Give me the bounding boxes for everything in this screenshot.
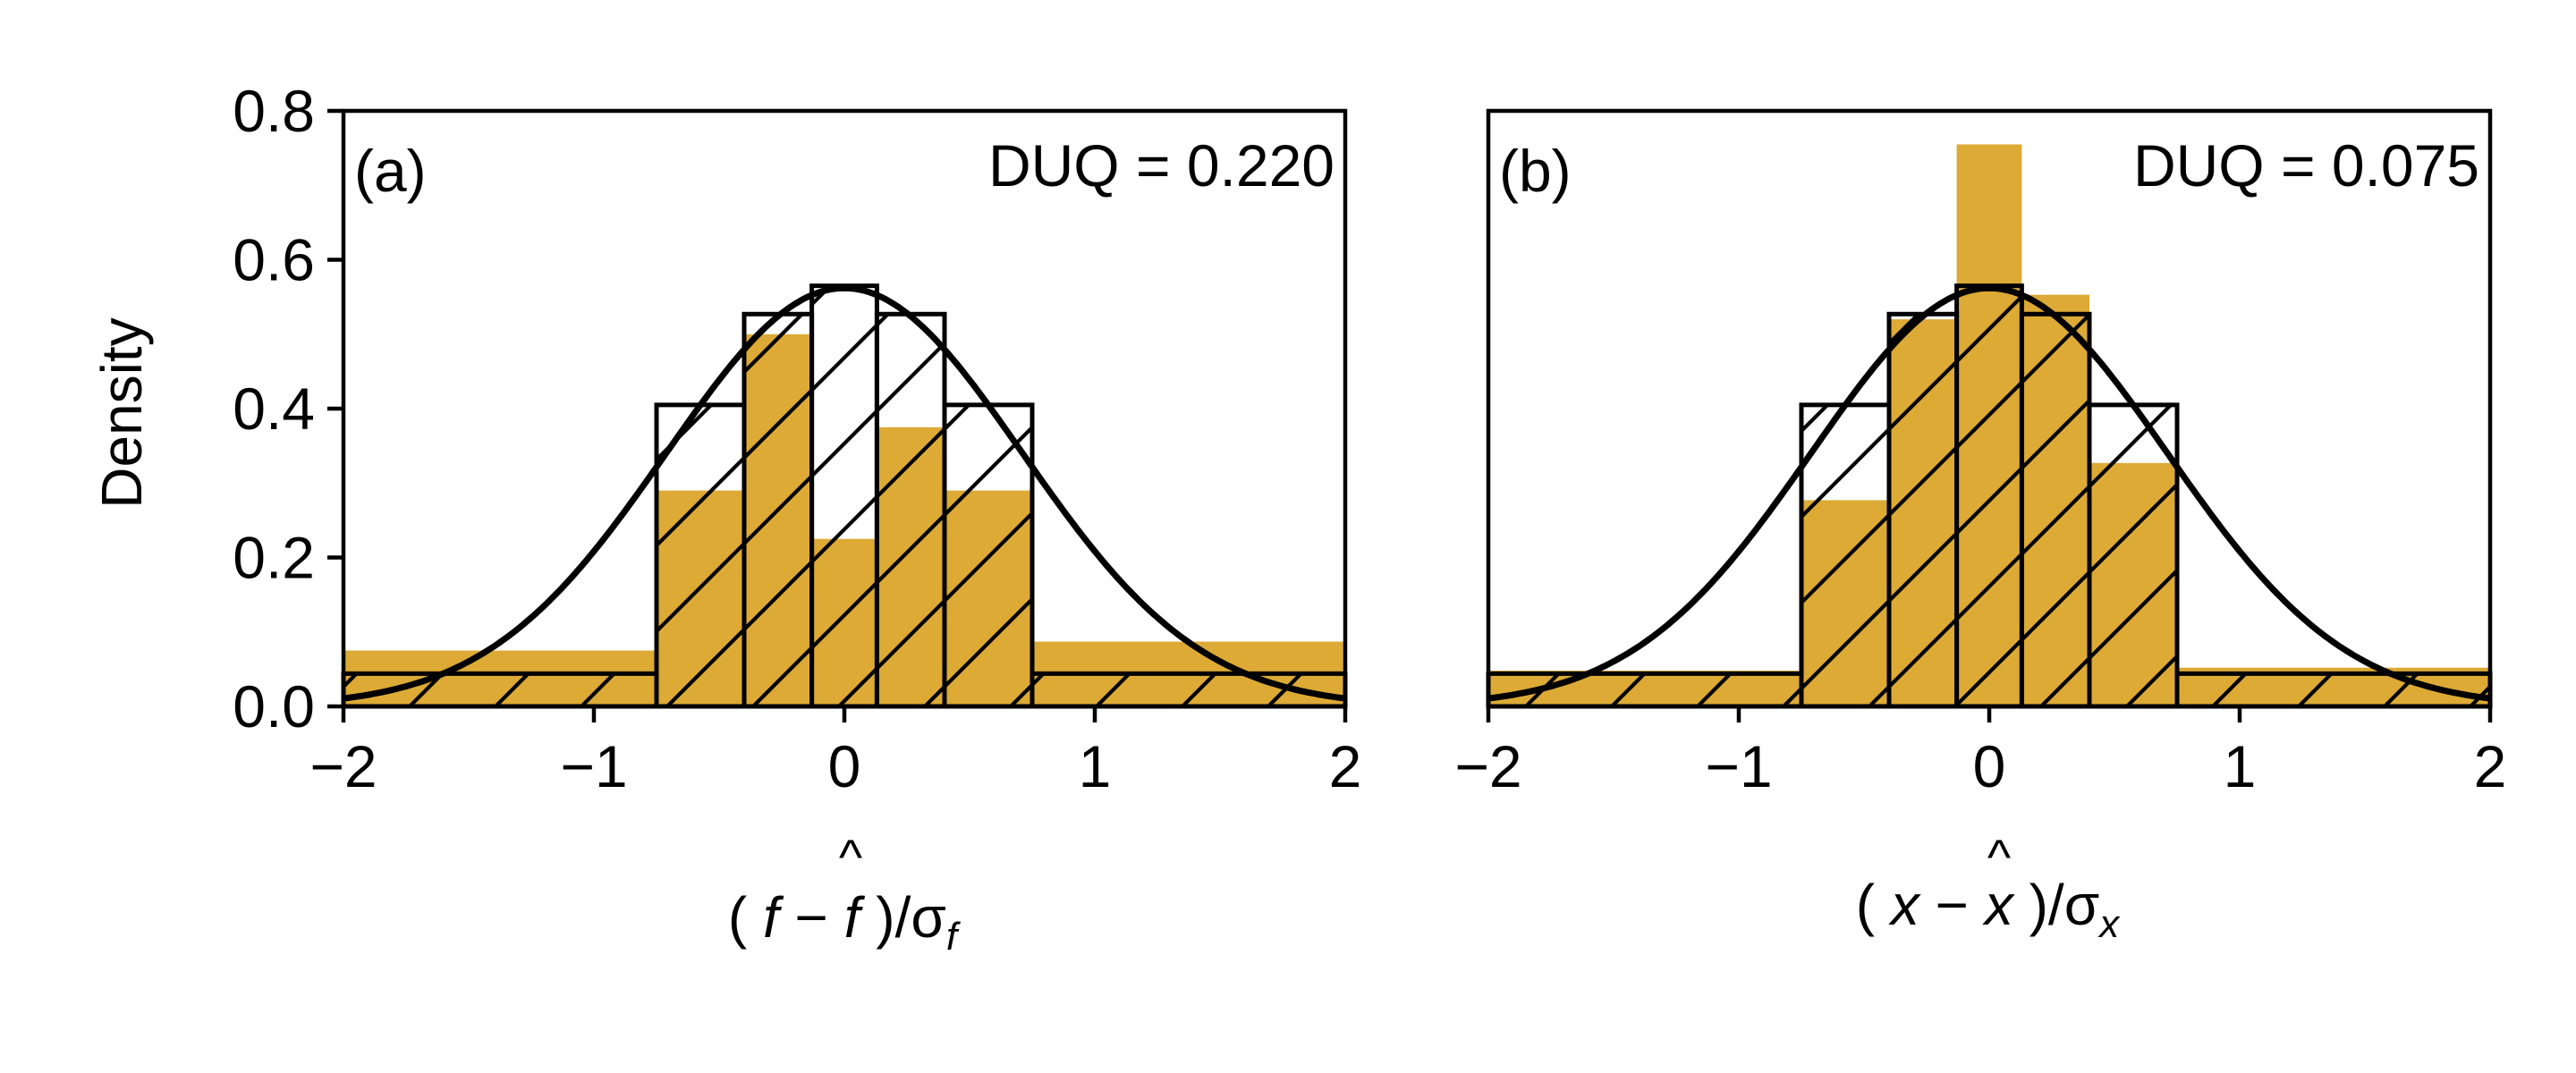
x-axis-title-b: ( x − x )/σx [1856,873,2121,946]
x-tick-label: −1 [560,733,627,799]
normal-curve-b [1487,284,2491,702]
panel-b: −2 −1 0 1 2 (b) DUQ = 0.075 ( x − x )/σx ^ [1454,108,2507,946]
expected-bar [809,283,879,709]
x-title-close-a: )/σ [860,885,945,950]
x-title-close-b: )/σ [2013,873,2099,937]
x-tick-label: −1 [1705,733,1772,799]
x-title-sub-b: x [2097,902,2121,946]
x-tick-label: 0 [828,733,861,799]
axes-a: −2 −1 0 1 2 0.0 0.2 0.4 0.6 0.8 [233,78,1361,799]
x-title-open-a: ( [728,885,763,950]
x-axis-title-a: ( f − f )/σf [728,885,962,959]
x-title-hat-a: ^ [839,829,862,885]
x-tick-label: −2 [1454,733,1521,799]
x-title-minus-b: − [1919,873,1985,937]
duq-annotation-b: DUQ = 0.075 [2133,132,2479,199]
expected-bar [1954,283,2024,709]
normal-curve [343,284,1346,702]
y-tick-label: 0.8 [233,78,315,144]
axes-b: −2 −1 0 1 2 [1454,108,2507,799]
normal-curve [1487,284,2491,702]
x-title-hatvar-b: x [1982,873,2015,937]
y-tick-label: 0.2 [233,525,315,591]
x-title-sub-a: f [946,915,962,959]
x-tick-label: −2 [309,733,377,799]
y-tick-label: 0.6 [233,227,315,293]
y-tick-label: 0.4 [233,376,315,442]
x-tick-label: 0 [1973,733,2006,799]
x-tick-label: 2 [2474,733,2507,799]
x-title-hat-b: ^ [1987,829,2011,885]
panel-a: −2 −1 0 1 2 0.0 0.2 0.4 0.6 0.8 (a) DUQ = 0.220 (… [233,78,1361,959]
normal-curve-a [343,284,1346,702]
x-title-minus-a: − [779,885,844,950]
expected-bar [741,311,815,709]
panel-label-a: (a) [354,138,427,204]
expected-bar [1886,311,1960,709]
y-axis-title: Density [89,317,154,508]
panel-label-b: (b) [1499,138,1572,204]
x-tick-label: 2 [1329,733,1362,799]
expected-bar [2019,311,2092,709]
x-title-open-b: ( [1856,873,1891,937]
x-tick-label: 1 [1079,733,1112,799]
duq-annotation-a: DUQ = 0.220 [988,132,1335,199]
x-tick-label: 1 [2224,733,2257,799]
x-title-var-b: x [1888,873,1921,937]
y-tick-label: 0.0 [233,673,315,739]
expected-bar [874,311,947,709]
